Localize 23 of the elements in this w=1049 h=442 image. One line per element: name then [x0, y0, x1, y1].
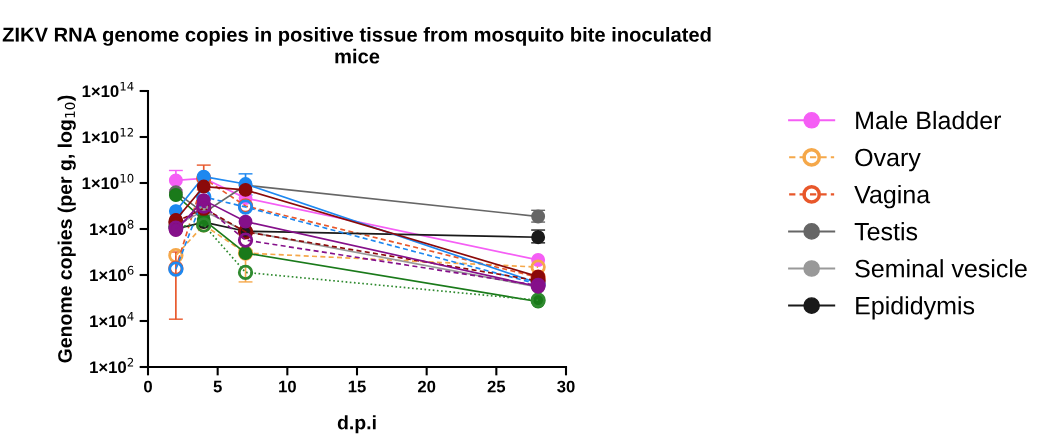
y-tick-label: 1×10$^{4}$ [90, 312, 134, 328]
legend-label: Seminal vesicle [855, 259, 1027, 278]
x-tick-label: 25 [487, 380, 506, 393]
y-tick-label: 1×10$^{10}$ [82, 173, 134, 190]
legend-label: Ovary [855, 148, 921, 172]
legend-label: Testis [854, 222, 918, 241]
x-tick-label: 30 [557, 380, 575, 393]
y-tick-label: 1×10$^{12}$ [82, 127, 134, 144]
legend-label: Epididymis [856, 296, 975, 320]
x-tick-label: 20 [417, 380, 436, 393]
x-axis-title: d.p.i [337, 415, 376, 434]
y-axis-title: Genome copies (per g, log$_{10}$) [57, 95, 76, 363]
y-tick-label: 1×10$^{2}$ [90, 357, 134, 374]
x-tick-label: 0 [144, 380, 152, 393]
legend-label: Vagina [854, 185, 931, 209]
y-tick-label: 1×10$^{6}$ [90, 265, 134, 282]
chart-title: ZIKV RNA genome copies in positive tissue from mosquito bite inoculated mice [2, 26, 711, 64]
x-tick-label: 10 [279, 380, 296, 393]
x-tick-label: 5 [213, 380, 222, 393]
y-tick-label: 1×10$^{14}$ [82, 82, 134, 98]
y-tick-label: 1×10$^{8}$ [90, 219, 134, 236]
x-tick-label: 15 [348, 380, 366, 393]
legend-label: Male Bladder [856, 110, 1002, 130]
